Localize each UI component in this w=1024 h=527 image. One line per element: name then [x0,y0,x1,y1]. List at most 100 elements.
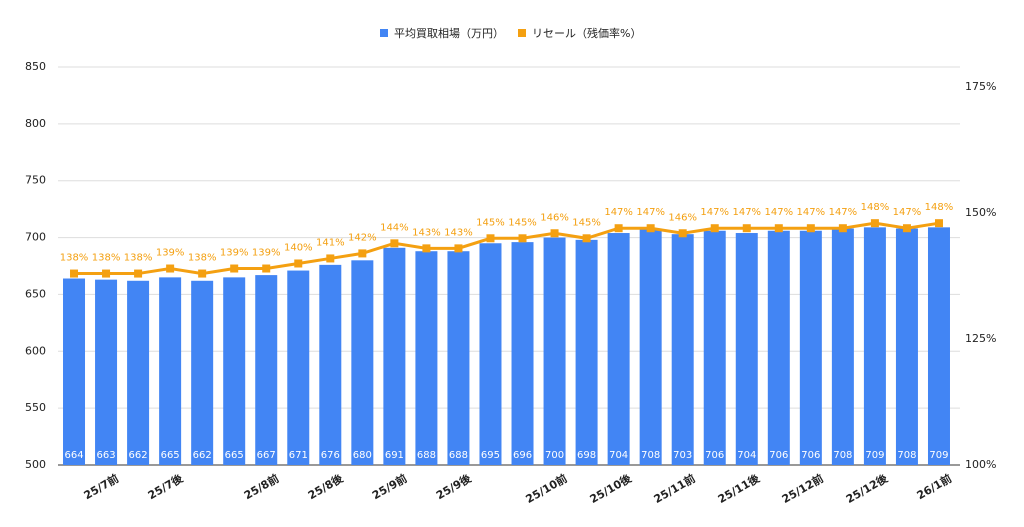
bar-value-label: 667 [257,450,276,461]
line-point [454,244,463,253]
line-point [486,234,495,243]
bar-value-label: 691 [385,450,404,461]
bar-value-label: 704 [737,450,756,461]
x-tick-label: 25/10後 [587,471,634,506]
line-value-label: 146% [540,212,569,223]
bar [575,239,598,465]
bar [287,270,310,465]
bar [511,242,534,465]
line-point [678,229,687,238]
line-point [934,219,943,228]
line-value-label: 147% [604,207,633,218]
line-value-label: 142% [348,232,377,243]
line-point [102,269,111,278]
y2-tick-label: 150% [965,206,996,219]
bar-value-label: 688 [449,450,468,461]
bar-value-label: 664 [64,450,83,461]
bar-value-label: 662 [129,450,148,461]
bar [255,275,278,465]
line-value-label: 139% [220,248,249,259]
bar [447,251,470,465]
x-tick-label: 25/7前 [81,471,121,502]
bar-value-label: 706 [801,450,820,461]
bar-value-label: 708 [897,450,916,461]
bar [831,228,854,465]
line-point [838,224,847,233]
bar-value-label: 708 [833,450,852,461]
line-point [774,224,783,233]
legend-swatch [380,29,388,37]
x-tick-label: 25/9前 [369,471,409,502]
line-value-label: 139% [252,248,281,259]
y-tick-label: 650 [25,287,46,300]
bar [351,260,374,465]
line-value-label: 139% [156,248,185,259]
line-value-label: 145% [476,217,505,228]
bar-value-label: 709 [865,450,884,461]
bar [223,277,246,465]
y2-tick-label: 125% [965,332,996,345]
line-value-label: 145% [572,217,601,228]
bar [703,230,726,465]
line-value-label: 147% [797,207,826,218]
line-point [710,224,719,233]
x-tick-label: 25/10前 [523,471,570,506]
bar [671,234,694,465]
legend-swatch [518,29,526,37]
line-point [582,234,591,243]
x-tick-label: 26/1前 [914,471,954,502]
line-value-label: 148% [925,202,954,213]
bar-value-label: 696 [513,450,532,461]
x-tick-label: 25/7後 [145,471,186,503]
line-point [742,224,751,233]
bar [319,264,342,465]
line-value-label: 143% [444,227,473,238]
line-point [902,224,911,233]
line-value-label: 147% [636,207,665,218]
bar [383,247,406,465]
x-tick-label: 25/12前 [779,471,826,506]
bar [63,278,86,465]
line-point [166,264,175,273]
line-value-label: 146% [668,212,697,223]
line-point [262,264,271,273]
line-point [550,229,559,238]
line-point [870,219,879,228]
bar-value-label: 688 [417,450,436,461]
bar-value-label: 700 [545,450,564,461]
bar [95,279,118,465]
line-point [134,269,143,278]
line-point [358,249,367,258]
line-value-label: 138% [188,253,217,264]
line-value-label: 147% [829,207,858,218]
line-value-label: 138% [92,253,121,264]
y-tick-label: 800 [25,117,46,130]
line-value-label: 143% [412,227,441,238]
bar-value-label: 706 [705,450,724,461]
line-point [646,224,655,233]
line-value-label: 144% [380,222,409,233]
line-point [614,224,623,233]
x-tick-label: 25/11後 [715,471,762,506]
line-value-label: 138% [124,253,153,264]
bar-value-label: 698 [577,450,596,461]
bar-value-label: 680 [353,450,372,461]
y-tick-label: 750 [25,174,46,187]
line-value-label: 148% [861,202,890,213]
y-tick-label: 850 [25,60,46,73]
bar-value-label: 665 [225,450,244,461]
y-tick-label: 550 [25,401,46,414]
line-point [390,239,399,248]
y2-tick-label: 100% [965,458,996,471]
bar-value-label: 671 [289,450,308,461]
bar [127,280,150,465]
bar-value-label: 662 [193,450,212,461]
legend-label: リセール（残価率%） [532,26,641,40]
bar-value-label: 708 [641,450,660,461]
line-value-label: 147% [893,207,922,218]
line-value-label: 145% [508,217,537,228]
line-point [326,254,335,263]
line-value-label: 147% [732,207,761,218]
bar-value-label: 709 [929,450,948,461]
